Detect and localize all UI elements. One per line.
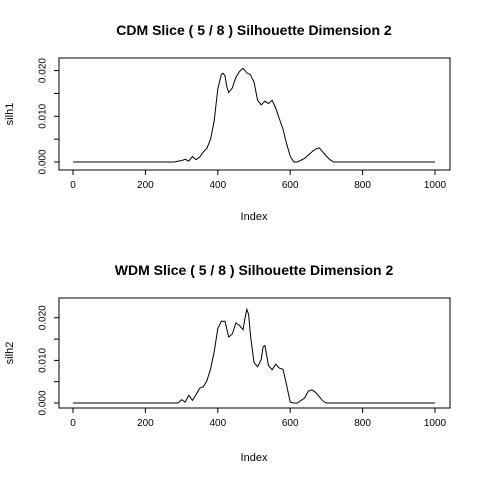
- wdm-x-axis-label: Index: [241, 452, 268, 464]
- cdm-x-tick-label: 400: [209, 180, 226, 191]
- cdm-x-tick-label: 1000: [424, 180, 447, 191]
- wdm-y-tick-label: 0.020: [38, 305, 49, 330]
- cdm-y-axis-label: silh1: [4, 103, 16, 126]
- wdm-y-axis: 0.000 0.010 0.020: [38, 305, 60, 416]
- wdm-x-tick-label: 400: [209, 418, 226, 429]
- cdm-silh1-line: [73, 67, 435, 163]
- wdm-y-tick-label: 0.010: [38, 347, 49, 372]
- cdm-y-axis: 0.000 0.010 0.020: [38, 58, 60, 175]
- cdm-x-axis-label: Index: [241, 211, 268, 223]
- cdm-y-tick-label: 0.020: [38, 58, 49, 83]
- wdm-x-tick-label: 0: [70, 418, 76, 429]
- cdm-x-tick-label: 800: [354, 180, 371, 191]
- cdm-y-tick-label: 0.000: [38, 149, 49, 174]
- wdm-x-tick-label: 1000: [424, 418, 447, 429]
- wdm-silh2-line: [73, 307, 435, 404]
- wdm-x-tick-label: 800: [354, 418, 371, 429]
- cdm-chart: CDM Slice ( 5 / 8 ) Silhouette Dimension…: [4, 22, 451, 223]
- wdm-x-axis: 0 200 400 600 800 1000: [70, 407, 447, 429]
- wdm-chart-title: WDM Slice ( 5 / 8 ) Silhouette Dimension…: [115, 262, 394, 278]
- wdm-x-tick-label: 200: [137, 418, 154, 429]
- cdm-chart-title: CDM Slice ( 5 / 8 ) Silhouette Dimension…: [116, 22, 392, 38]
- wdm-x-tick-label: 600: [282, 418, 299, 429]
- cdm-y-tick-label: 0.010: [38, 103, 49, 128]
- wdm-chart: WDM Slice ( 5 / 8 ) Silhouette Dimension…: [4, 262, 451, 464]
- wdm-y-tick-label: 0.000: [38, 390, 49, 415]
- cdm-x-tick-label: 200: [137, 180, 154, 191]
- wdm-y-axis-label: silh2: [4, 342, 16, 365]
- cdm-x-tick-label: 600: [282, 180, 299, 191]
- cdm-x-axis: 0 200 400 600 800 1000: [70, 169, 447, 191]
- cdm-x-tick-label: 0: [70, 180, 76, 191]
